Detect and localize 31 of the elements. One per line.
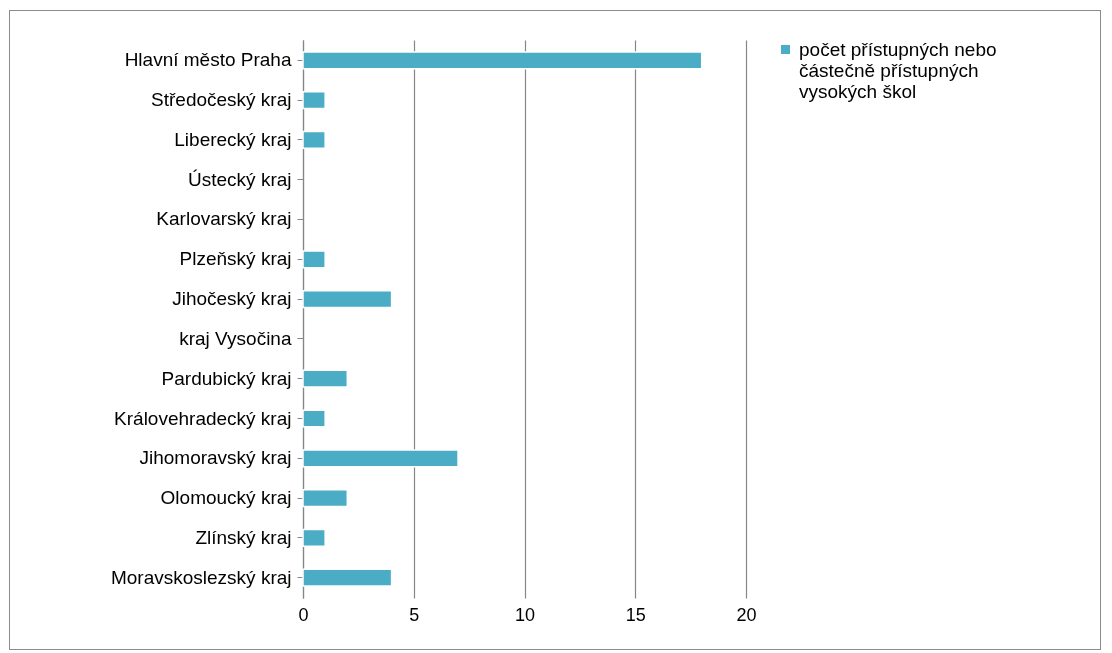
x-tick-label: 0 bbox=[298, 604, 309, 625]
bar bbox=[302, 250, 326, 269]
bar bbox=[302, 51, 703, 70]
bar bbox=[302, 130, 326, 150]
y-tick-label: Hlavní město Praha bbox=[124, 49, 292, 71]
y-tick-label: Olomoucký kraj bbox=[160, 487, 292, 509]
y-tick-label: Ústecký kraj bbox=[188, 168, 292, 190]
bar bbox=[302, 568, 393, 587]
y-tick-label: kraj Vysočina bbox=[179, 327, 292, 349]
bar bbox=[302, 449, 459, 468]
x-tick-label: 10 bbox=[514, 604, 536, 625]
y-tick-label: Pardubický kraj bbox=[161, 367, 292, 389]
bar bbox=[302, 289, 393, 309]
x-tick-label: 20 bbox=[736, 604, 757, 625]
y-tick-label: Jihočeský kraj bbox=[172, 288, 292, 310]
bar bbox=[302, 90, 326, 110]
bar bbox=[302, 488, 349, 508]
bar bbox=[302, 369, 349, 388]
bar bbox=[302, 409, 326, 428]
y-tick-label: Karlovarský kraj bbox=[156, 208, 292, 230]
bar bbox=[302, 528, 326, 548]
y-tick-label: Zlínský kraj bbox=[195, 526, 292, 548]
y-tick-label: Liberecký kraj bbox=[174, 128, 292, 150]
y-tick-label: Královehradecký kraj bbox=[114, 407, 292, 429]
y-tick-label: Středočeský kraj bbox=[151, 89, 292, 111]
y-tick-label: Plzeňský kraj bbox=[179, 248, 292, 270]
x-tick-label: 15 bbox=[625, 604, 646, 625]
x-tick-label: 5 bbox=[409, 604, 420, 625]
y-tick-label: Moravskoslezský kraj bbox=[110, 566, 292, 588]
legend-label: počet přístupných nebo částečně přístupných vysokých škol bbox=[799, 38, 997, 102]
y-tick-label: Jihomoravský kraj bbox=[139, 447, 292, 469]
